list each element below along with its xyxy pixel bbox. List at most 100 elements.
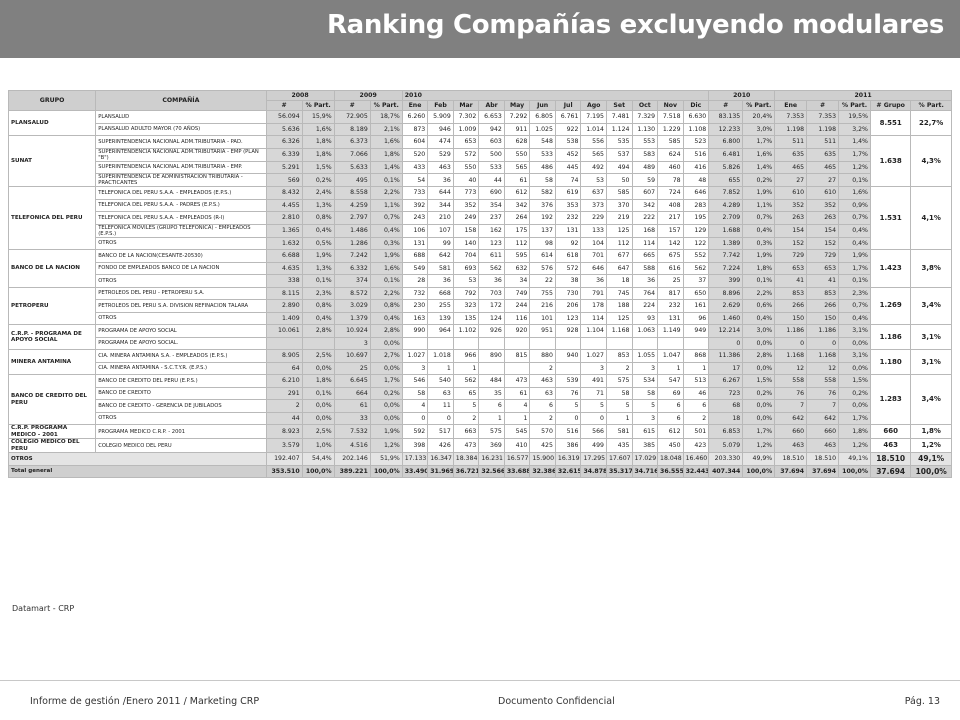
group-total-cell: 1.269 — [869, 286, 912, 325]
value-cell: 433 — [401, 160, 429, 174]
value-cell: 8.896 — [708, 286, 744, 300]
value-cell: 344 — [427, 198, 454, 212]
value-cell: 6 — [529, 399, 556, 413]
value-cell: 6.688 — [265, 249, 303, 263]
value-cell: 202.146 — [333, 452, 371, 466]
value-cell: 0,2% — [742, 173, 776, 187]
value-cell — [452, 336, 480, 350]
value-cell: 0,1% — [369, 274, 403, 288]
table-row: BANCO DE CREDITO DEL PERU BANCO DE CREDIT… — [7, 374, 952, 425]
value-cell: 2,5% — [301, 349, 335, 363]
value-cell: 511 — [774, 135, 808, 149]
value-cell: 0,1% — [369, 173, 403, 187]
value-cell: 54,4% — [301, 452, 335, 466]
value-cell: 1.168 — [806, 349, 840, 363]
value-cell: 3 — [401, 361, 429, 375]
value-cell: 1.168 — [605, 324, 633, 338]
header-2011: 2011 — [774, 90, 952, 101]
group-total-cell: 1.423 — [869, 249, 912, 288]
value-cell: 353 — [554, 198, 582, 212]
value-cell: 675 — [657, 249, 684, 263]
value-cell: 353.510 — [265, 464, 303, 478]
value-cell: 1,6% — [301, 122, 335, 136]
value-cell: 0,0% — [301, 411, 335, 425]
value-cell: 0,2% — [742, 386, 776, 400]
value-cell: 58 — [631, 386, 659, 400]
value-cell: 463 — [806, 438, 840, 453]
value-cell: 516 — [554, 424, 582, 439]
value-cell: 36.555 — [657, 464, 684, 478]
value-cell: 1,0% — [301, 438, 335, 453]
value-cell: 40 — [452, 173, 480, 187]
value-cell: 7.353 — [774, 110, 808, 124]
value-cell: 8.923 — [265, 424, 303, 439]
value-cell: 17.295 — [580, 452, 607, 466]
value-cell: 0 — [806, 336, 840, 350]
value-cell — [605, 336, 633, 350]
table-row: PETROLEOS DEL PERU S.A. DIVISION REFINAC… — [9, 299, 952, 313]
value-cell: 635 — [774, 147, 808, 162]
value-cell: 582 — [529, 186, 556, 200]
value-cell: 558 — [806, 374, 840, 388]
value-cell: 122 — [682, 236, 710, 250]
value-cell: 0,0% — [838, 336, 871, 350]
value-cell: 12 — [806, 361, 840, 375]
value-cell: 880 — [529, 349, 556, 363]
value-cell: 949 — [682, 324, 710, 338]
value-cell: 354 — [478, 198, 505, 212]
value-cell: 99 — [427, 236, 454, 250]
value-cell: 616 — [657, 261, 684, 275]
value-cell: 32.386 — [529, 464, 556, 478]
group-name-cell: C.R.P. - PROGRAMA DE APOYO SOCIAL — [7, 324, 97, 350]
value-cell — [478, 361, 505, 375]
table-row: SUPERINTENDENCIA NACIONAL ADM.TRIBUTARIA… — [9, 147, 952, 162]
value-cell: 495 — [333, 173, 371, 187]
value-cell: 37.694 — [806, 464, 840, 478]
value-cell: 2 — [682, 411, 710, 425]
company-name-cell: TELEFONICA DEL PERU S.A.A. - EMPLEADOS (… — [95, 186, 267, 200]
value-cell: 61 — [503, 173, 531, 187]
value-cell: 576 — [529, 261, 556, 275]
value-cell: 494 — [605, 160, 633, 174]
value-cell: 4 — [503, 399, 531, 413]
value-cell: 610 — [806, 186, 840, 200]
value-cell: 1.130 — [631, 122, 659, 136]
value-cell: 114 — [631, 236, 659, 250]
value-cell: 942 — [478, 122, 505, 136]
value-cell: 0,0% — [742, 399, 776, 413]
value-cell: 513 — [682, 374, 710, 388]
value-cell: 1.198 — [806, 122, 840, 136]
value-cell: 642 — [774, 411, 808, 425]
value-cell: 8.432 — [265, 186, 303, 200]
value-cell: 0,4% — [742, 223, 776, 238]
value-cell: 637 — [580, 186, 607, 200]
company-name-cell: FONDO DE EMPLEADOS BANCO DE LA NACION — [95, 261, 267, 275]
column-header: Dic — [682, 100, 710, 111]
value-cell: 653 — [806, 261, 840, 275]
value-cell: 0,8% — [301, 211, 335, 225]
company-name-cell: CIA. MINERA ANTAMINA S.A. - EMPLEADOS (E… — [95, 349, 267, 363]
value-cell: 50 — [605, 173, 633, 187]
value-cell: 8.189 — [333, 122, 371, 136]
value-cell: 53 — [452, 274, 480, 288]
value-cell: 18.510 — [806, 452, 840, 466]
value-cell: 69 — [657, 386, 684, 400]
value-cell: 243 — [401, 211, 429, 225]
value-cell: 16.577 — [503, 452, 531, 466]
group-share-cell: 3,4% — [910, 374, 952, 425]
value-cell: 1.688 — [708, 223, 744, 238]
value-cell: 603 — [478, 135, 505, 149]
group-share-cell: 22,7% — [910, 110, 952, 136]
value-cell: 426 — [427, 438, 454, 453]
value-cell: 8.572 — [333, 286, 371, 300]
value-cell: 4 — [401, 399, 429, 413]
value-cell: 615 — [631, 424, 659, 439]
value-cell: 5.636 — [265, 122, 303, 136]
column-header: # Grupo — [869, 100, 912, 111]
value-cell: 0,1% — [742, 274, 776, 288]
table-row: TELEFONICA MOVILES (GRUPO TELEFONICA) - … — [9, 223, 952, 238]
value-cell: 135 — [452, 311, 480, 325]
table-row: BANCO DE LA NACION BANCO DE LA NACION(CES… — [7, 249, 952, 288]
value-cell: 791 — [580, 286, 607, 300]
header-2010-months: 2010 — [401, 90, 710, 101]
